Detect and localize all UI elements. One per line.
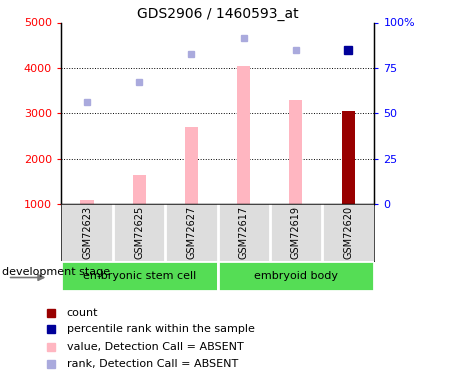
- Bar: [185, 127, 198, 204]
- Bar: [80, 200, 93, 204]
- Text: GSM72625: GSM72625: [134, 206, 144, 259]
- Text: GSM72619: GSM72619: [291, 206, 301, 259]
- Bar: [217, 261, 374, 291]
- Bar: [61, 261, 217, 291]
- Bar: [133, 175, 146, 204]
- Text: value, Detection Call = ABSENT: value, Detection Call = ABSENT: [67, 342, 244, 352]
- Text: count: count: [67, 308, 98, 318]
- Title: GDS2906 / 1460593_at: GDS2906 / 1460593_at: [137, 8, 299, 21]
- Text: GSM72620: GSM72620: [343, 206, 353, 259]
- Text: GSM72617: GSM72617: [239, 206, 249, 259]
- Text: percentile rank within the sample: percentile rank within the sample: [67, 324, 255, 334]
- Bar: [237, 66, 250, 204]
- Text: embryonic stem cell: embryonic stem cell: [83, 271, 196, 280]
- Text: GSM72623: GSM72623: [82, 206, 92, 259]
- Bar: [342, 111, 355, 204]
- Text: rank, Detection Call = ABSENT: rank, Detection Call = ABSENT: [67, 359, 238, 369]
- Bar: [290, 100, 303, 204]
- Text: development stage: development stage: [2, 267, 110, 277]
- Text: embryoid body: embryoid body: [254, 271, 338, 280]
- Text: GSM72627: GSM72627: [186, 206, 197, 259]
